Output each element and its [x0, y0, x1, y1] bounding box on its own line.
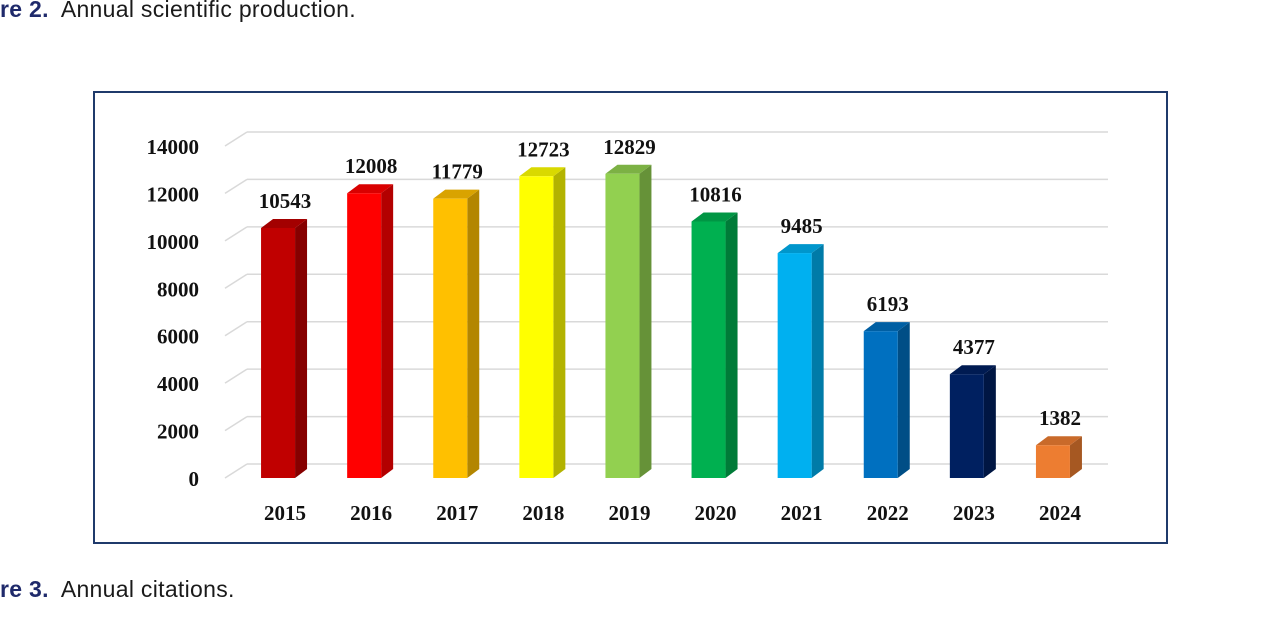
- bar-side: [811, 244, 824, 478]
- y-tick-label: 12000: [147, 182, 200, 206]
- bar-side: [381, 184, 394, 478]
- bar: [949, 374, 984, 478]
- x-tick-label: 2021: [781, 501, 823, 525]
- bar: [605, 173, 640, 478]
- bar: [519, 176, 554, 478]
- bar-top: [691, 212, 738, 222]
- data-label: 10816: [689, 183, 742, 207]
- x-tick-label: 2016: [350, 501, 392, 525]
- data-label: 9485: [781, 214, 823, 238]
- gridline-depth: [224, 415, 248, 432]
- bar: [433, 198, 468, 478]
- gridline-depth: [224, 178, 248, 195]
- bar: [863, 331, 898, 478]
- bar-side: [1069, 436, 1082, 478]
- data-label: 4377: [953, 335, 995, 359]
- bar: [1035, 445, 1070, 478]
- bar-side: [983, 365, 996, 478]
- y-tick-label: 2000: [157, 420, 199, 444]
- bar-top: [261, 218, 308, 228]
- bar-top: [863, 322, 910, 332]
- y-tick-label: 10000: [147, 230, 200, 254]
- y-tick-label: 6000: [157, 325, 199, 349]
- gridline-depth: [224, 368, 248, 384]
- x-tick-label: 2019: [608, 501, 650, 525]
- chart-frame: 0 2000 4000 6000 8000 10000 12000 14000 10543 201…: [93, 91, 1168, 544]
- bar-top: [605, 164, 652, 174]
- x-tick-label: 2023: [953, 501, 995, 525]
- gridline-depth: [224, 273, 248, 289]
- x-tick-label: 2017: [436, 501, 478, 525]
- y-tick-label: 4000: [157, 372, 199, 396]
- figure-caption-top: re 2. Annual scientific production.: [0, 0, 356, 23]
- x-tick-label: 2024: [1039, 501, 1082, 525]
- y-tick-label: 8000: [157, 277, 199, 301]
- figure-caption-text: Annual citations.: [60, 576, 235, 602]
- bar-top: [519, 167, 566, 177]
- x-tick-label: 2020: [695, 501, 737, 525]
- bar-top: [949, 365, 996, 375]
- bar-top: [1035, 436, 1082, 446]
- bar-side: [639, 164, 652, 478]
- gridline-depth: [224, 226, 248, 242]
- figure-caption-text: Annual scientific production.: [60, 0, 356, 22]
- bar-top: [777, 244, 824, 254]
- gridline-depth: [224, 131, 248, 147]
- bar-side: [295, 218, 308, 478]
- bar-side: [897, 322, 910, 478]
- bar-side: [725, 212, 738, 478]
- x-tick-label: 2018: [522, 501, 564, 525]
- data-label: 10543: [259, 189, 312, 213]
- bar: [261, 227, 296, 478]
- bar-side: [467, 189, 480, 478]
- data-label: 11779: [432, 160, 483, 184]
- bar-top: [433, 189, 480, 199]
- data-label: 6193: [867, 292, 909, 316]
- figure-caption-bottom: re 3. Annual citations.: [0, 576, 235, 603]
- bar-side: [553, 167, 566, 478]
- data-label: 12008: [345, 154, 398, 178]
- x-tick-label: 2015: [264, 501, 306, 525]
- bar-top: [347, 184, 394, 194]
- data-label: 1382: [1039, 406, 1081, 430]
- y-tick-label: 0: [189, 467, 200, 491]
- data-label: 12723: [517, 137, 570, 161]
- gridline-depth: [224, 463, 248, 479]
- bar: [691, 221, 726, 478]
- figure-number: re 2.: [0, 0, 49, 22]
- bar-chart: 0 2000 4000 6000 8000 10000 12000 14000 10543 201…: [147, 131, 1108, 525]
- bar: [777, 253, 812, 478]
- data-label: 12829: [603, 135, 656, 159]
- gridline-depth: [224, 321, 248, 337]
- bar: [347, 193, 382, 478]
- y-tick-label: 14000: [147, 135, 200, 159]
- figure-number: re 3.: [0, 576, 49, 602]
- x-tick-label: 2022: [867, 501, 909, 525]
